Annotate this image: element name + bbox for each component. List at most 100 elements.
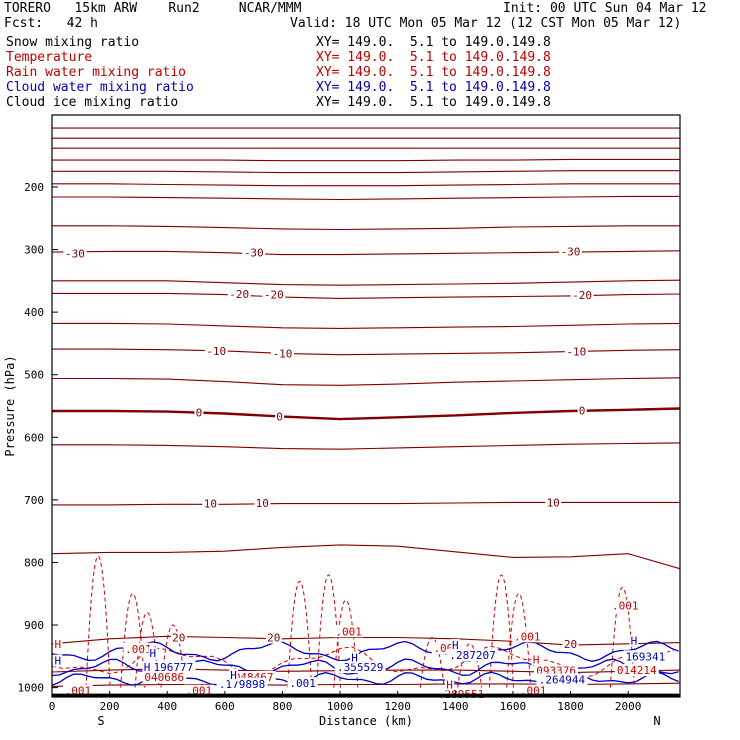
- cloud-water-contour: [52, 640, 679, 662]
- y-tick-label: 900: [24, 619, 44, 632]
- rain-contour: [419, 636, 445, 688]
- cloud-label: H: [351, 652, 358, 665]
- contour-labels: -30 -30 -30 -20 -20 -20 -10 -10 -10 0 0 0 10 10 10 20 20…: [53, 245, 668, 701]
- rain-contour: [488, 574, 514, 688]
- temperature-contour-m5: [52, 377, 680, 386]
- temperature-label-bg: [271, 347, 294, 360]
- temperature-label: 0: [196, 406, 203, 419]
- temperature-label: 20: [564, 638, 577, 651]
- x-tick-label: 400: [157, 700, 177, 713]
- temperature-label: -20: [229, 288, 249, 301]
- y-axis-label: Pressure (hPa): [3, 355, 17, 456]
- temperature-label-bg: [194, 406, 204, 419]
- temperature-contour-5: [52, 442, 680, 450]
- legend-snow-name: Snow mixing ratio: [6, 35, 140, 50]
- y-tick-label: 800: [24, 556, 44, 569]
- y-axis-ticks: 200 300 400 500 600 700 800 900 1000: [18, 181, 58, 695]
- cloud-label-bg: [287, 677, 318, 690]
- x-tick-label: 1400: [442, 700, 469, 713]
- temperature-label-bg: [562, 637, 579, 650]
- temperature-contour-10: [52, 501, 680, 506]
- x-tick-label: 1200: [384, 700, 411, 713]
- rain-label-bg: [445, 678, 454, 691]
- cloud-label-bg: [629, 634, 639, 647]
- model-title: TORERO 15km ARW Run2 NCAR/MMM: [4, 1, 302, 16]
- y-tick-label: 400: [24, 306, 44, 319]
- cloud-label-bg: [350, 651, 359, 664]
- legend-cloud-water-xy: XY= 149.0. 5.1 to 149.0.149.8: [316, 80, 551, 95]
- temperature-label: 10: [256, 497, 269, 510]
- temperature-label-bg: [275, 410, 285, 423]
- temperature-contour-m45: [52, 170, 680, 174]
- rain-contour: [85, 555, 111, 688]
- temperature-label-bg: [242, 246, 266, 259]
- legend-rain-xy: XY= 149.0. 5.1 to 149.0.149.8: [316, 65, 551, 80]
- temperature-label-bg: [204, 344, 228, 357]
- x-tick-label: 800: [273, 700, 293, 713]
- cloud-label: .179898: [219, 678, 265, 691]
- rain-label: .001: [612, 600, 639, 613]
- temperature-label: 10: [547, 496, 560, 509]
- cloud-label: H: [149, 647, 156, 660]
- x-tick-label: 1000: [327, 700, 354, 713]
- rain-label-bg: [531, 653, 541, 666]
- x-tick-label: 200: [100, 700, 120, 713]
- rain-label-bg: [512, 630, 543, 643]
- cloud-label: H: [54, 655, 61, 668]
- cloud-label-bg: [229, 669, 238, 682]
- cloud-label: .001: [289, 677, 316, 690]
- rain-label-bg: [333, 625, 364, 638]
- temperature-label: 0: [276, 411, 283, 424]
- cloud-label-bg: [142, 661, 152, 673]
- temperature-contour-m15: [52, 322, 680, 329]
- rain-label-bg: [142, 671, 187, 683]
- x-tick-label: 2000: [615, 700, 642, 713]
- temperature-label: -10: [566, 346, 586, 359]
- y-tick-label: 600: [24, 431, 44, 444]
- cloud-label: .287207: [449, 649, 495, 662]
- temperature-contour-15: [52, 544, 680, 570]
- cloud-label-bg: [447, 649, 499, 662]
- rain-label-bg: [53, 637, 63, 650]
- temperature-label: -10: [273, 347, 293, 360]
- temperature-contour-m48: [52, 158, 680, 162]
- x-end-label-south: S: [97, 714, 104, 728]
- rain-label-bg: [614, 664, 659, 677]
- rain-label: H: [54, 638, 61, 651]
- legend-rain-name: Rain water mixing ratio: [6, 65, 187, 80]
- temperature-label-bg: [577, 404, 587, 417]
- temperature-label-bg: [262, 288, 286, 301]
- x-axis-ticks: 0 200 400 600 800 1000 1200 1400 1600 1800 2000: [49, 691, 642, 713]
- x-tick-label: 1800: [557, 700, 584, 713]
- legend-cloud-ice-xy: XY= 149.0. 5.1 to 149.0.149.8: [316, 95, 551, 110]
- cloud-label: .264944: [539, 674, 586, 687]
- temperature-label: -20: [264, 289, 284, 302]
- cloud-label-bg: [334, 661, 386, 673]
- temperature-label-bg: [254, 497, 271, 509]
- x-end-label-north: N: [653, 714, 660, 728]
- y-tick-label: 1000: [18, 682, 45, 695]
- y-tick-label: 700: [24, 494, 44, 507]
- legend-cloud-water-name: Cloud water mixing ratio: [6, 80, 194, 95]
- temperature-contour-m40: [52, 195, 680, 201]
- legend-temperature-xy: XY= 149.0. 5.1 to 149.0.149.8: [316, 50, 551, 65]
- rain-label-bg: [610, 599, 641, 612]
- legend-temperature-name: Temperature: [6, 50, 93, 65]
- x-tick-label: 1600: [500, 700, 527, 713]
- temperature-label-bg: [227, 288, 251, 300]
- rain-label: .001: [335, 625, 362, 638]
- rain-label: .001: [125, 643, 152, 656]
- plot-frame: [51, 114, 681, 698]
- temperature-label: -30: [561, 245, 581, 258]
- cloud-label: H: [631, 635, 638, 648]
- temperature-label: 0: [579, 404, 586, 417]
- temperature-label: 10: [204, 498, 217, 511]
- rain-label: 040686: [144, 671, 184, 684]
- temperature-label: 20: [172, 632, 185, 645]
- temperature-contour-m25: [52, 279, 680, 286]
- temperature-label: -30: [65, 247, 85, 260]
- rain-label: H: [446, 679, 453, 692]
- temperature-label: 20: [267, 632, 280, 645]
